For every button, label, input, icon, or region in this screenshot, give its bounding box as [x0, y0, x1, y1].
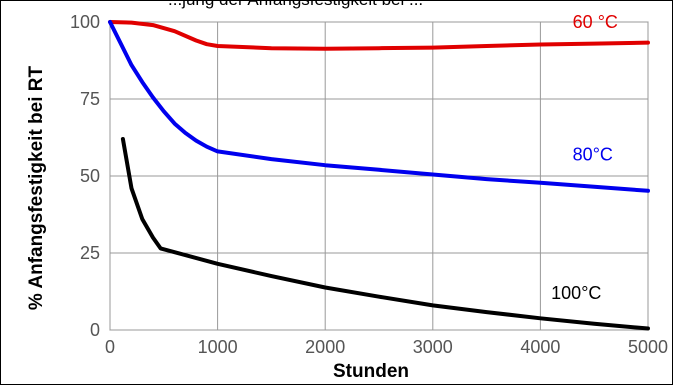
y-tick-label: 50	[80, 166, 100, 186]
chart-title-fragment: ...jung der Anfangsfestigkeit bei ...	[168, 0, 423, 9]
series-label: 80°C	[573, 145, 613, 165]
series-label: 60 °C	[573, 12, 618, 32]
y-axis-title: % Anfangsfestigkeit bei RT	[26, 65, 47, 310]
x-tick-label: 4000	[520, 337, 560, 357]
x-tick-label: 3000	[413, 337, 453, 357]
y-tick-label: 25	[80, 243, 100, 263]
y-tick-label: 75	[80, 89, 100, 109]
series-line	[120, 137, 650, 331]
x-tick-label: 2000	[305, 337, 345, 357]
series-label: 100°C	[551, 283, 601, 303]
x-tick-label: 1000	[198, 337, 238, 357]
series-line	[108, 20, 650, 51]
x-tick-label: 5000	[628, 337, 668, 357]
x-tick-label: 0	[105, 337, 115, 357]
y-tick-label: 0	[90, 320, 100, 340]
series-line	[108, 20, 650, 193]
y-tick-label: 100	[70, 12, 100, 32]
x-axis-title: Stunden	[333, 361, 409, 382]
